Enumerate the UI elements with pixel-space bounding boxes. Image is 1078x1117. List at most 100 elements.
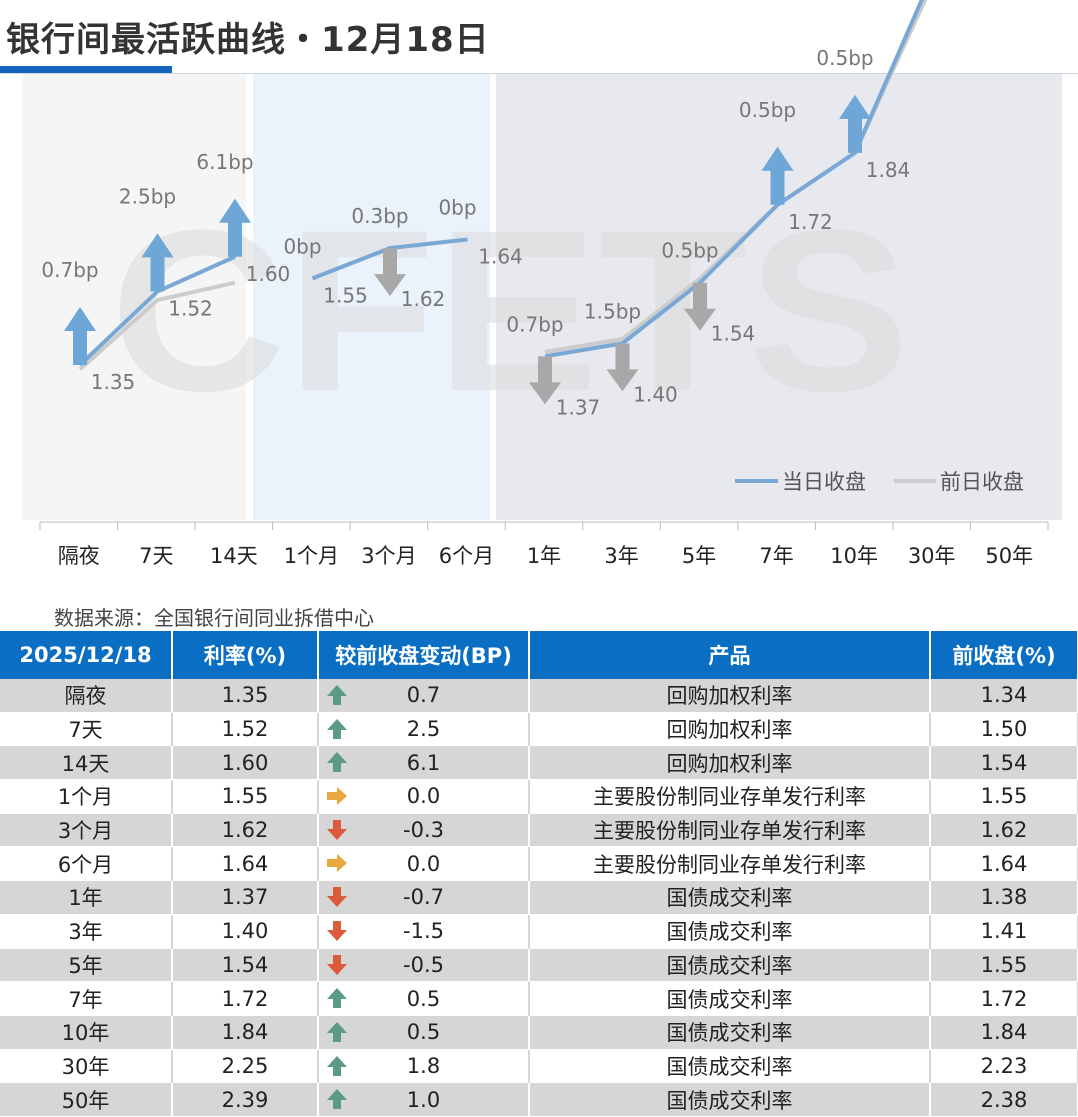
change-label: 0.3bp	[351, 204, 408, 228]
right-arrow-icon	[327, 854, 347, 873]
value-label: 1.37	[556, 395, 601, 419]
cell-change: 0.5	[318, 1015, 530, 1050]
table-row: 7天 1.52 2.5 回购加权利率 1.50	[0, 712, 1078, 747]
series-previous-line	[78, 280, 236, 371]
change-up-arrow	[141, 233, 174, 292]
cell-product: 国债成交利率	[529, 1049, 931, 1084]
cell-prev-close: 1.72	[930, 981, 1078, 1016]
yield-curve-chart: CFETS 隔夜 7天 14天 1个月 3个月 6个月 1年 3年 5年 7年 10年 30年 50年 …	[22, 0, 1062, 568]
table-row: 5年 1.54 -0.5 国债成交利率 1.55	[0, 948, 1078, 983]
table-row: 50年 2.39 1.0 国债成交利率 2.38	[0, 1082, 1078, 1117]
cell-product: 国债成交利率	[529, 1082, 931, 1117]
panel-repo	[22, 74, 246, 520]
cell-change: -1.5	[318, 914, 530, 949]
value-label: 1.62	[401, 287, 446, 311]
change-up-arrow	[64, 307, 96, 365]
cell-change: 2.5	[318, 712, 530, 747]
cell-prev-close: 1.41	[930, 914, 1078, 949]
x-tick-label: 3个月	[361, 544, 416, 568]
cell-term: 隔夜	[0, 679, 173, 713]
x-tick-label: 30年	[908, 544, 956, 568]
cell-prev-close: 1.55	[930, 948, 1078, 983]
change-up-arrow	[761, 146, 794, 205]
x-tick-label: 14天	[210, 544, 258, 568]
up-arrow-icon	[327, 718, 347, 739]
value-label: 1.72	[788, 210, 833, 234]
down-arrow-icon	[327, 954, 347, 975]
cell-change: 6.1	[318, 745, 530, 781]
cell-prev-close: 1.84	[930, 1015, 1078, 1050]
change-value: 2.5	[406, 717, 441, 742]
cell-change: -0.3	[318, 813, 530, 848]
cell-rate: 2.25	[172, 1049, 319, 1084]
cell-prev-close: 2.38	[930, 1082, 1078, 1117]
x-tick-label: 3年	[604, 544, 638, 568]
table-row: 30年 2.25 1.8 国债成交利率 2.23	[0, 1049, 1078, 1084]
change-value: 0.0	[406, 784, 441, 809]
cell-rate: 1.55	[172, 779, 319, 814]
table-row: 7年 1.72 0.5 国债成交利率 1.72	[0, 981, 1078, 1016]
x-tick-label: 隔夜	[58, 544, 100, 568]
cell-change: 1.0	[318, 1082, 530, 1117]
change-value: -0.7	[403, 885, 444, 910]
change-value: 0.5	[406, 1020, 441, 1045]
table-row: 3年 1.40 -1.5 国债成交利率 1.41	[0, 914, 1078, 949]
cell-change: 0.0	[318, 846, 530, 882]
cell-prev-close: 1.50	[930, 712, 1078, 747]
change-value: 6.1	[406, 750, 441, 775]
x-tick-label: 7年	[759, 544, 793, 568]
change-down-arrow	[606, 343, 639, 392]
panel-ncd	[253, 74, 490, 520]
value-label: 1.52	[168, 296, 213, 320]
value-label: 1.84	[866, 158, 911, 182]
up-arrow-icon	[327, 1055, 347, 1076]
cell-prev-close: 1.62	[930, 813, 1078, 848]
x-tick-label: 7天	[139, 544, 173, 568]
down-arrow-icon	[327, 887, 347, 908]
table-header-row: 2025/12/18 利率(%) 较前收盘变动(BP) 产品 前收盘(%)	[0, 631, 1078, 679]
cell-change: -0.7	[318, 880, 530, 915]
cell-term: 1年	[0, 880, 173, 915]
cell-prev-close: 1.34	[930, 679, 1078, 713]
cell-product: 国债成交利率	[529, 880, 931, 915]
table-row: 3个月 1.62 -0.3 主要股份制同业存单发行利率 1.62	[0, 813, 1078, 848]
table-row: 6个月 1.64 0.0 主要股份制同业存单发行利率 1.64	[0, 846, 1078, 882]
up-arrow-icon	[327, 685, 347, 705]
cell-change: 0.0	[318, 779, 530, 814]
header-rate: 利率(%)	[172, 631, 319, 679]
cell-product: 国债成交利率	[529, 914, 931, 949]
change-label: 0.5bp	[816, 46, 873, 70]
cell-term: 5年	[0, 948, 173, 983]
change-label: 0.5bp	[739, 98, 796, 122]
table-row: 1个月 1.55 0.0 主要股份制同业存单发行利率 1.55	[0, 779, 1078, 814]
down-arrow-icon	[327, 920, 347, 941]
cell-term: 7年	[0, 981, 173, 1016]
up-arrow-icon	[327, 752, 347, 773]
table-row: 14天 1.60 6.1 回购加权利率 1.54	[0, 745, 1078, 781]
cell-product: 国债成交利率	[529, 948, 931, 983]
cell-prev-close: 1.64	[930, 846, 1078, 882]
table-row: 隔夜 1.35 0.7 回购加权利率 1.34	[0, 679, 1078, 713]
change-value: -0.5	[403, 952, 444, 977]
header-prev-close: 前收盘(%)	[930, 631, 1078, 679]
cfets-watermark: CFETS	[110, 182, 910, 439]
cell-change: 0.7	[318, 679, 530, 713]
value-label: 1.40	[633, 382, 678, 406]
change-value: 0.7	[406, 683, 441, 708]
chart-legend: 当日收盘 前日收盘	[735, 470, 1024, 494]
up-arrow-icon	[327, 1021, 347, 1042]
page-title: 银行间最活跃曲线・12月18日	[6, 20, 490, 60]
cell-change: -0.5	[318, 948, 530, 983]
cell-term: 6个月	[0, 846, 173, 882]
panel-bond	[496, 74, 1062, 520]
cell-rate: 1.54	[172, 948, 319, 983]
x-tick-label: 5年	[682, 544, 716, 568]
down-arrow-icon	[327, 819, 347, 840]
data-source-note: 数据来源：全国银行间同业拆借中心	[54, 606, 374, 630]
legend-label-current: 当日收盘	[782, 470, 866, 494]
cell-product: 国债成交利率	[529, 1015, 931, 1050]
cell-rate: 1.37	[172, 880, 319, 915]
cell-rate: 2.39	[172, 1082, 319, 1117]
rates-table: 2025/12/18 利率(%) 较前收盘变动(BP) 产品 前收盘(%) 隔夜…	[0, 631, 1078, 1117]
change-label: 2.5bp	[119, 184, 176, 208]
